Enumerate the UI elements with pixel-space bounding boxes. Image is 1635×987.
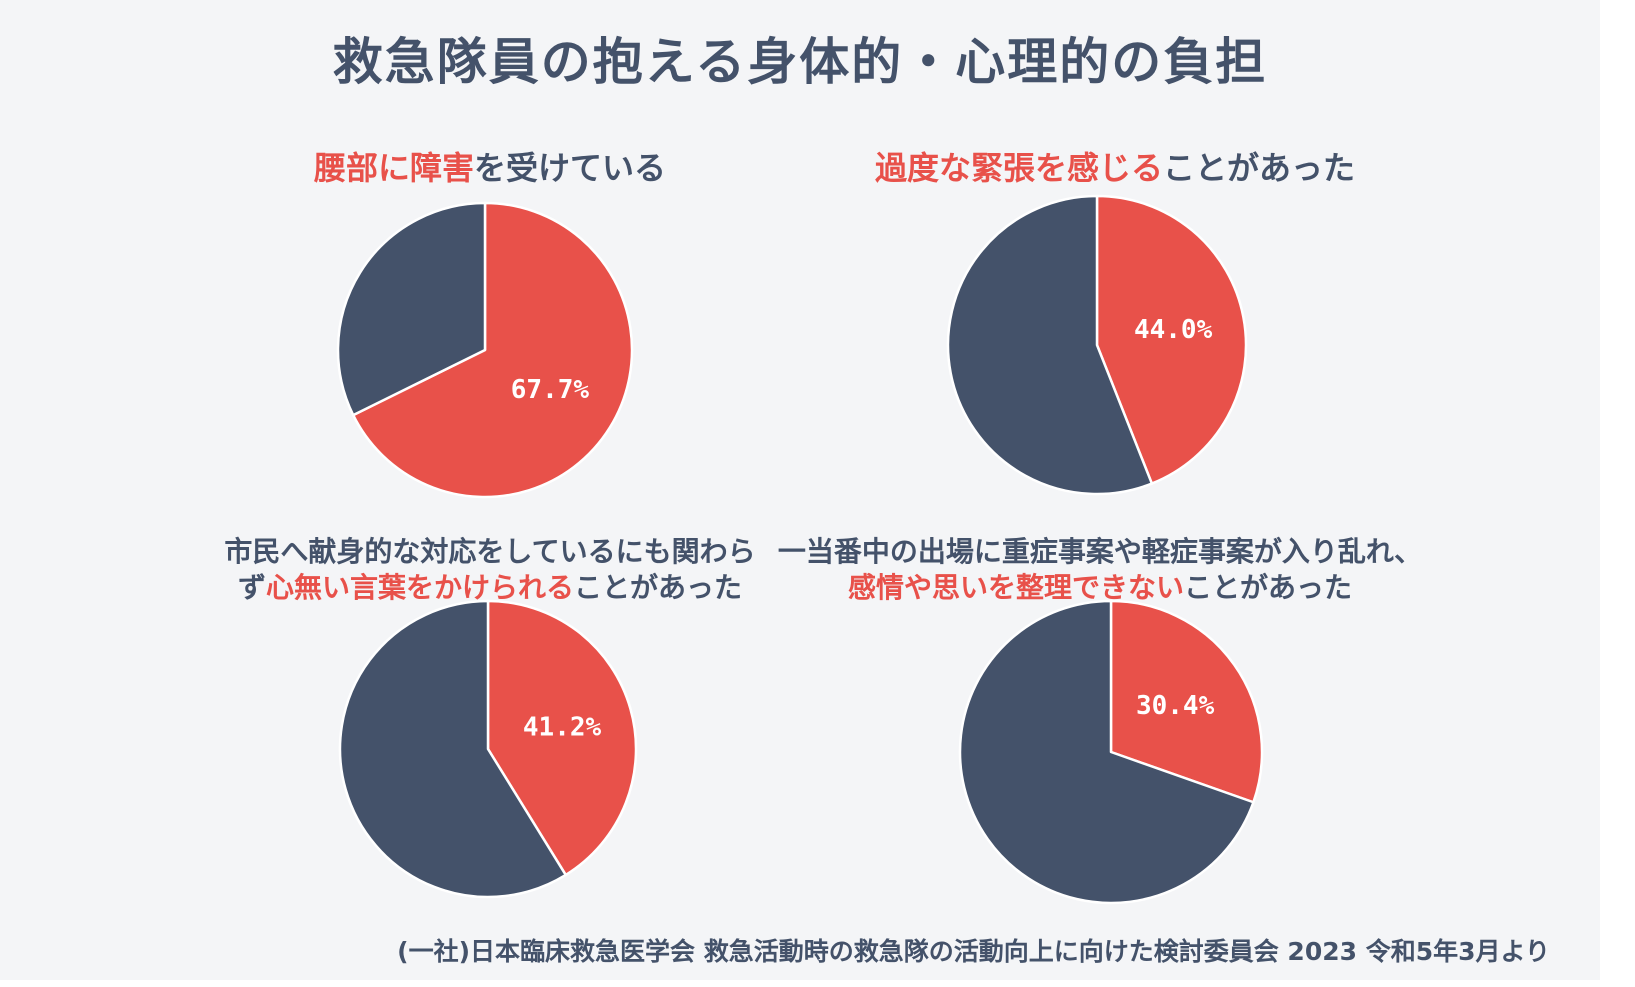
pie-slice-label: 30.4%: [1136, 691, 1215, 721]
pie-slice: [946, 194, 1154, 496]
pie-slice: [1109, 599, 1264, 804]
chart-title-2: 過度な緊張を感じることがあった: [760, 143, 1470, 189]
page-title: 救急隊員の抱える身体的・心理的の負担: [332, 33, 1268, 91]
chart-title-highlight: 心無い言葉をかけられる: [265, 571, 574, 604]
pie-chart-4: 30.4%: [958, 599, 1264, 905]
chart-title-line: 過度な緊張を感じることがあった: [760, 143, 1470, 189]
pie-chart-2: 44.0%: [946, 194, 1248, 496]
chart-title-4: 一当番中の出場に重症事案や軽症事案が入り乱れ、 感情や思いを整理できないことがあっ…: [720, 534, 1480, 606]
pie-chart-1: 67.7%: [336, 201, 634, 499]
chart-title-line: 感情や思いを整理できないことがあった: [720, 570, 1480, 606]
chart-canvas: 救急隊員の抱える身体的・心理的の負担 腰部に障害を受けている 過度な緊張を感じる…: [0, 0, 1600, 980]
pie-slice: [338, 599, 567, 899]
chart-title-text: 市民へ献身的な対応をしているにも関わら: [224, 535, 756, 568]
pie-slice: [1095, 194, 1248, 485]
chart-title-line: 一当番中の出場に重症事案や軽症事案が入り乱れ、: [720, 534, 1480, 570]
chart-title-line: 市民へ献身的な対応をしているにも関わら: [130, 534, 850, 570]
chart-title-text: ことがあった: [1184, 571, 1353, 604]
pie-slice-label: 44.0%: [1134, 315, 1213, 345]
chart-title-line: 腰部に障害を受けている: [180, 143, 800, 189]
chart-title-highlight: 腰部に障害: [313, 149, 474, 187]
chart-title-highlight: 感情や思いを整理できない: [847, 571, 1184, 604]
pie-slice-label: 41.2%: [523, 712, 602, 742]
chart-title-3: 市民へ献身的な対応をしているにも関わら ず心無い言葉をかけられることがあった: [130, 534, 850, 606]
chart-title-text: 一当番中の出場に重症事案や軽症事案が入り乱れ、: [777, 535, 1423, 568]
chart-title-text: を受けている: [474, 149, 667, 187]
chart-title-text: ず: [237, 571, 266, 604]
source-note: (一社)日本臨床救急医学会 救急活動時の救急隊の活動向上に向けた検討委員会 20…: [397, 937, 1550, 966]
chart-title-text: ことがあった: [574, 571, 743, 604]
pie-slice-label: 67.7%: [511, 375, 590, 405]
pie-slice: [336, 201, 487, 417]
chart-title-1: 腰部に障害を受けている: [180, 143, 800, 189]
chart-title-highlight: 過度な緊張を感じる: [874, 149, 1163, 187]
pie-slice: [958, 599, 1255, 905]
chart-title-line: ず心無い言葉をかけられることがあった: [130, 570, 850, 606]
chart-title-text: ことがあった: [1163, 149, 1356, 187]
pie-slice: [486, 599, 638, 877]
pie-slice: [351, 201, 634, 499]
pie-chart-3: 41.2%: [338, 599, 638, 899]
